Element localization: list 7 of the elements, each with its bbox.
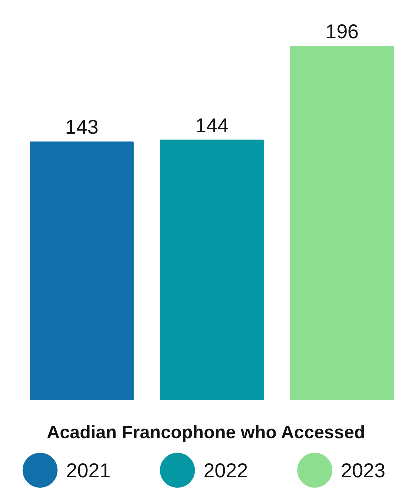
legend-label: 2022 [204,460,248,482]
x-axis-title: Acadian Francophone who Accessed [46,422,366,442]
data-label: 196 [326,22,359,44]
legend-label: 2021 [66,460,111,482]
data-label: 143 [65,117,99,140]
data-label: 144 [195,115,229,138]
legend-label: 2023 [341,460,386,482]
